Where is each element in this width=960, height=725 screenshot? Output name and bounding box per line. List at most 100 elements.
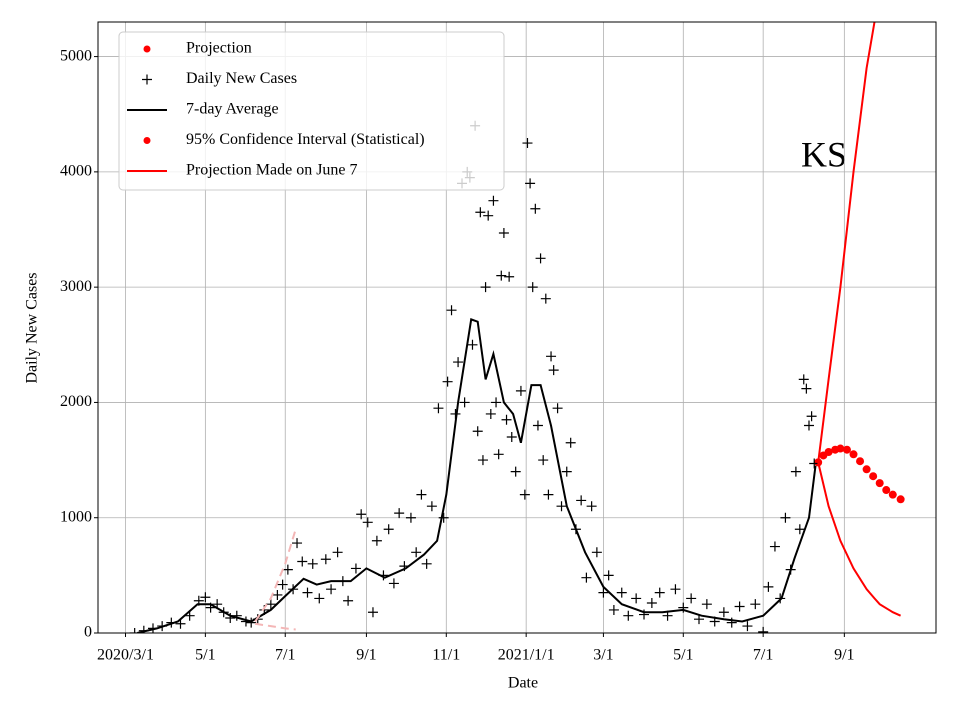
case-point xyxy=(519,489,530,500)
y-tick-label: 5000 xyxy=(60,47,92,64)
legend-label: 7-day Average xyxy=(186,101,279,118)
x-tick-label: 5/1 xyxy=(673,647,693,664)
case-point xyxy=(405,512,416,523)
case-point xyxy=(561,466,572,477)
x-tick-label: 7/1 xyxy=(753,647,773,664)
average-line xyxy=(137,318,817,633)
legend-label: Daily New Cases xyxy=(186,70,297,87)
y-tick-label: 3000 xyxy=(60,278,92,295)
case-point xyxy=(265,599,276,610)
case-point xyxy=(504,271,515,282)
case-point xyxy=(803,420,814,431)
case-point xyxy=(631,593,642,604)
case-point xyxy=(565,437,576,448)
projection-dot xyxy=(869,472,878,481)
upper-bound xyxy=(817,22,876,463)
case-point xyxy=(506,432,517,443)
x-tick-label: 11/1 xyxy=(432,647,460,664)
case-point xyxy=(277,579,288,590)
case-point xyxy=(603,570,614,581)
y-tick-label: 0 xyxy=(84,624,92,641)
x-tick-label: 9/1 xyxy=(356,647,376,664)
case-point xyxy=(438,512,449,523)
case-point xyxy=(411,547,422,558)
case-point xyxy=(302,587,313,598)
case-point xyxy=(548,365,559,376)
case-point xyxy=(515,385,526,396)
case-point xyxy=(433,403,444,414)
x-tick-label: 2020/3/1 xyxy=(97,647,154,664)
legend-marker xyxy=(143,45,151,53)
case-point xyxy=(806,411,817,422)
case-point xyxy=(442,376,453,387)
projection-dot xyxy=(888,490,897,499)
case-point xyxy=(493,449,504,460)
case-point xyxy=(586,501,597,512)
case-point xyxy=(608,604,619,615)
legend-marker xyxy=(142,74,152,85)
projection-dot xyxy=(896,495,905,504)
case-point xyxy=(616,587,627,598)
y-axis-label: Daily New Cases xyxy=(24,272,41,383)
x-axis-label: Date xyxy=(508,675,538,692)
case-point xyxy=(272,589,283,600)
case-point xyxy=(496,270,507,281)
case-point xyxy=(426,501,437,512)
case-point xyxy=(581,572,592,583)
case-point xyxy=(576,495,587,506)
x-tick-label: 2021/1/1 xyxy=(498,647,555,664)
case-point xyxy=(654,587,665,598)
case-point xyxy=(556,501,567,512)
case-point xyxy=(446,305,457,316)
case-point xyxy=(623,610,634,621)
case-point xyxy=(794,524,805,535)
case-point xyxy=(790,466,801,477)
projection-dot xyxy=(882,486,891,495)
legend-label: 95% Confidence Interval (Statistical) xyxy=(186,131,425,148)
case-point xyxy=(598,587,609,598)
case-point xyxy=(535,253,546,264)
x-tick-label: 5/1 xyxy=(195,647,215,664)
case-point xyxy=(510,466,521,477)
case-point xyxy=(480,282,491,293)
case-point xyxy=(485,408,496,419)
case-point xyxy=(129,628,140,633)
case-point xyxy=(750,599,761,610)
case-point xyxy=(371,535,382,546)
case-point xyxy=(742,621,753,632)
case-point xyxy=(459,397,470,408)
case-point xyxy=(343,595,354,606)
projection-dot xyxy=(856,457,865,466)
case-point xyxy=(367,607,378,618)
projection-dot xyxy=(824,448,833,457)
case-point xyxy=(246,617,257,628)
case-point xyxy=(527,282,538,293)
y-tick-label: 1000 xyxy=(60,508,92,525)
case-point xyxy=(472,426,483,437)
annotation: KS xyxy=(801,134,847,174)
case-point xyxy=(670,584,681,595)
legend-box xyxy=(118,31,505,191)
case-point xyxy=(552,403,563,414)
case-point xyxy=(540,293,551,304)
case-point xyxy=(467,339,478,350)
case-point xyxy=(483,210,494,221)
case-point xyxy=(292,538,303,549)
lower-bound xyxy=(254,622,296,631)
case-point xyxy=(416,489,427,500)
axes-frame xyxy=(97,21,937,634)
case-point xyxy=(356,509,367,520)
case-point xyxy=(282,564,293,575)
case-point xyxy=(701,599,712,610)
case-point xyxy=(421,558,432,569)
case-point xyxy=(394,508,405,519)
case-point xyxy=(543,489,554,500)
case-point xyxy=(780,512,791,523)
projection-dot xyxy=(875,479,884,488)
case-point xyxy=(498,227,509,238)
case-point xyxy=(678,602,689,613)
case-point xyxy=(538,455,549,466)
case-point xyxy=(546,351,557,362)
case-point xyxy=(532,420,543,431)
